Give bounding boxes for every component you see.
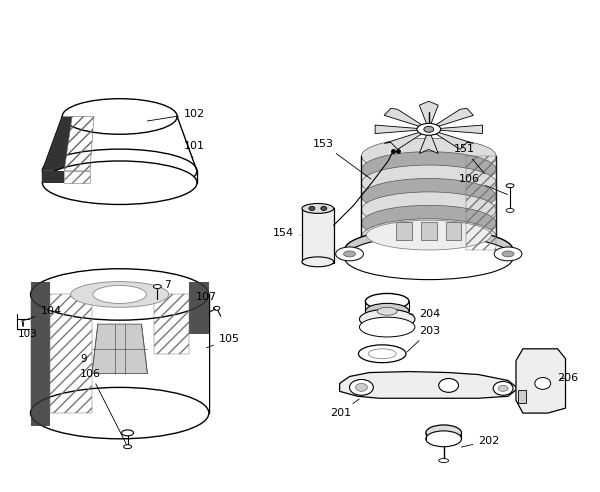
Polygon shape	[384, 108, 429, 129]
Ellipse shape	[344, 251, 355, 257]
Polygon shape	[429, 108, 473, 129]
Text: 106: 106	[458, 174, 508, 194]
Ellipse shape	[31, 387, 209, 439]
Ellipse shape	[43, 149, 197, 192]
Ellipse shape	[424, 126, 434, 132]
Polygon shape	[189, 281, 209, 334]
Ellipse shape	[439, 459, 449, 462]
Text: 151: 151	[454, 144, 484, 174]
Ellipse shape	[93, 285, 146, 304]
Polygon shape	[340, 371, 518, 398]
Ellipse shape	[361, 219, 496, 254]
Text: 107: 107	[196, 292, 217, 310]
Ellipse shape	[154, 284, 161, 288]
Polygon shape	[384, 129, 429, 150]
Ellipse shape	[302, 257, 334, 267]
Ellipse shape	[361, 152, 496, 187]
Ellipse shape	[506, 209, 514, 213]
Polygon shape	[429, 125, 482, 134]
Polygon shape	[43, 117, 197, 171]
Ellipse shape	[368, 349, 396, 359]
Ellipse shape	[493, 381, 513, 395]
Ellipse shape	[361, 192, 496, 227]
Ellipse shape	[359, 317, 415, 337]
Ellipse shape	[361, 205, 496, 241]
Ellipse shape	[31, 269, 209, 320]
Ellipse shape	[309, 207, 315, 211]
Ellipse shape	[335, 247, 364, 261]
Text: 202: 202	[461, 436, 500, 447]
Bar	[396, 222, 412, 240]
Ellipse shape	[361, 165, 496, 201]
Ellipse shape	[361, 232, 496, 268]
Ellipse shape	[361, 138, 496, 174]
Text: 201: 201	[330, 399, 359, 418]
Text: 102: 102	[147, 109, 205, 121]
Polygon shape	[43, 117, 72, 171]
Text: 106: 106	[80, 369, 127, 444]
Polygon shape	[518, 390, 526, 403]
Ellipse shape	[62, 99, 177, 134]
Text: 204: 204	[410, 309, 440, 319]
Bar	[421, 222, 437, 240]
Ellipse shape	[367, 220, 491, 250]
Bar	[302, 209, 334, 263]
Ellipse shape	[506, 184, 514, 187]
Ellipse shape	[377, 308, 397, 315]
Ellipse shape	[426, 431, 461, 447]
Text: 104: 104	[21, 306, 62, 321]
Ellipse shape	[494, 247, 522, 261]
Ellipse shape	[502, 251, 514, 257]
Text: 101: 101	[184, 141, 205, 158]
Polygon shape	[419, 101, 438, 129]
Polygon shape	[31, 281, 50, 426]
Text: 154: 154	[273, 228, 300, 238]
Polygon shape	[516, 349, 566, 413]
Polygon shape	[43, 171, 64, 183]
Ellipse shape	[43, 161, 197, 205]
Text: 105: 105	[206, 334, 240, 348]
Text: 153: 153	[313, 139, 371, 179]
Bar	[446, 222, 461, 240]
Text: 7: 7	[164, 279, 171, 290]
Polygon shape	[419, 129, 438, 154]
Text: 206: 206	[557, 373, 579, 383]
Text: 203: 203	[407, 326, 440, 352]
Ellipse shape	[124, 445, 131, 449]
Ellipse shape	[439, 378, 458, 392]
Ellipse shape	[214, 307, 220, 310]
Polygon shape	[92, 324, 148, 373]
Ellipse shape	[498, 385, 508, 391]
Text: 103: 103	[17, 329, 37, 339]
Ellipse shape	[417, 123, 440, 135]
Ellipse shape	[302, 204, 334, 214]
Text: 9: 9	[80, 354, 86, 364]
Ellipse shape	[426, 425, 461, 441]
Ellipse shape	[321, 207, 327, 211]
Ellipse shape	[358, 345, 406, 363]
Ellipse shape	[361, 179, 496, 214]
Ellipse shape	[365, 304, 409, 319]
Polygon shape	[429, 129, 473, 150]
Ellipse shape	[535, 377, 551, 389]
Polygon shape	[31, 294, 209, 413]
Ellipse shape	[71, 281, 169, 308]
Ellipse shape	[359, 309, 415, 329]
Ellipse shape	[344, 228, 513, 272]
Ellipse shape	[344, 236, 513, 279]
Ellipse shape	[355, 383, 367, 391]
Polygon shape	[375, 125, 429, 134]
Ellipse shape	[365, 293, 409, 309]
Ellipse shape	[350, 379, 373, 395]
Ellipse shape	[122, 430, 134, 436]
